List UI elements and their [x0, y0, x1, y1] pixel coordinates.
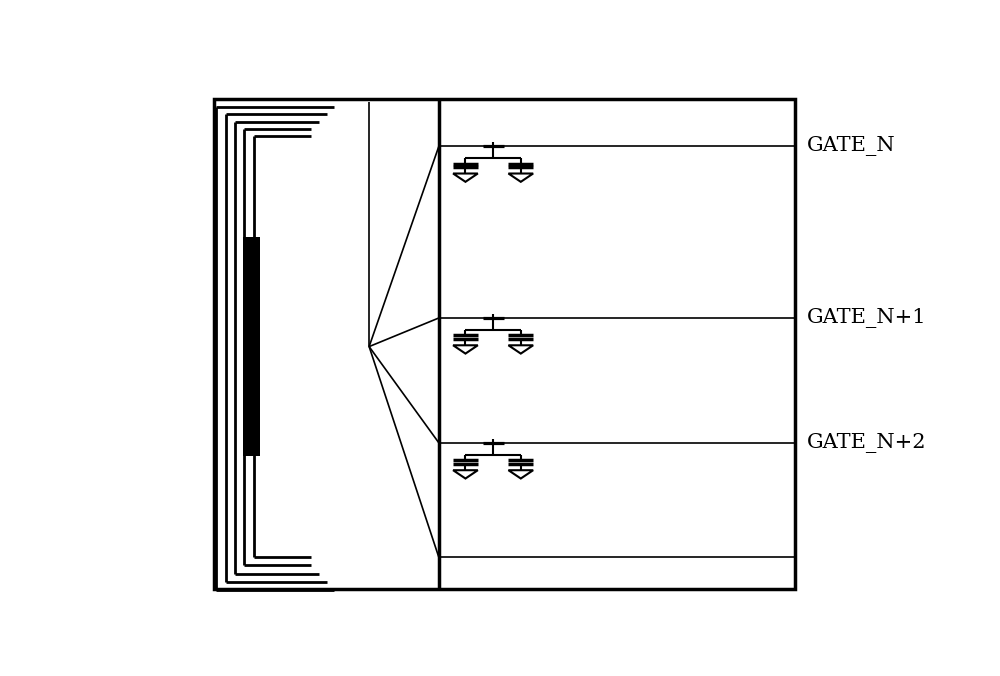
- Text: GATE_N+2: GATE_N+2: [807, 433, 926, 453]
- Bar: [243, 237, 260, 456]
- Bar: [214, 99, 795, 589]
- Text: GATE_N+1: GATE_N+1: [807, 308, 927, 328]
- Text: GATE_N: GATE_N: [807, 136, 896, 156]
